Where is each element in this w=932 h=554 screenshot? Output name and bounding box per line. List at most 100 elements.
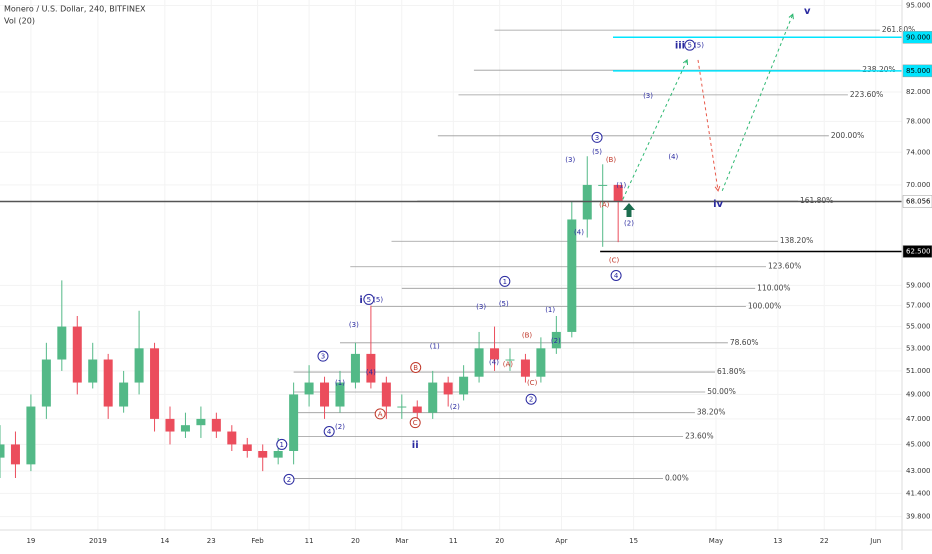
wave-label: (3) (476, 303, 486, 311)
price-box (902, 245, 932, 258)
wave-label: v (804, 6, 811, 17)
wave-label: 4 (614, 272, 619, 280)
x-tick-label: Apr (555, 537, 567, 545)
wave-label: 3 (321, 353, 325, 361)
candle-body (443, 382, 453, 395)
y-tick-label: 59.000 (906, 281, 931, 289)
fib-label: 200.00% (831, 131, 864, 140)
wave-label: i (359, 295, 362, 306)
price-label: 68.056 (906, 197, 931, 205)
candle-body (459, 376, 469, 395)
price-box (902, 31, 932, 44)
candle-body (134, 348, 144, 383)
wave-circle (363, 293, 375, 305)
candle-body (536, 348, 546, 377)
fib-label: 261.80% (882, 25, 915, 34)
wave-circle (610, 269, 622, 281)
x-tick-label: Jun (869, 537, 881, 545)
candle-body (211, 418, 221, 432)
candle-body (41, 359, 51, 407)
fib-label: 238.20% (862, 65, 895, 74)
candle-body (242, 444, 252, 452)
wave-label: 2 (529, 396, 533, 404)
candle-body (490, 348, 500, 360)
y-tick-label: 55.000 (906, 323, 931, 331)
y-tick-label: 47.000 (906, 415, 931, 423)
candle-body (57, 326, 67, 360)
wave-label: (B) (606, 156, 617, 164)
candle-body (0, 444, 5, 458)
wave-label: (5) (499, 300, 509, 308)
x-tick-label: 13 (773, 537, 782, 545)
wave-circle (499, 275, 511, 287)
fib-label: 38.20% (697, 408, 726, 417)
x-tick-label: May (709, 537, 723, 545)
price-box (902, 195, 932, 208)
y-tick-label: 53.000 (906, 344, 931, 352)
candle-body (72, 326, 82, 383)
candle-body (381, 382, 391, 407)
candle-body (520, 359, 530, 377)
y-tick-label: 41.400 (906, 489, 931, 497)
wave-circle (374, 408, 386, 420)
x-tick-label: Mar (395, 537, 408, 545)
candle-body (88, 359, 98, 383)
fib-label: 50.00% (707, 387, 736, 396)
candle-body (505, 359, 515, 361)
candle-body (289, 394, 299, 452)
y-tick-label: 82.000 (906, 88, 931, 96)
x-tick-label: 20 (495, 537, 504, 545)
candle-body (350, 353, 360, 383)
fib-label: 23.60% (685, 432, 714, 441)
wave-label: (C) (609, 257, 620, 265)
fib-label: 100.00% (748, 302, 781, 311)
wave-circle (283, 473, 295, 485)
wave-label: (1) (335, 379, 345, 387)
fib-label: 161.80% (800, 196, 833, 205)
x-tick-label: 23 (207, 537, 216, 545)
y-tick-label: 78.000 (906, 117, 931, 125)
wave-label: (A) (503, 361, 514, 369)
candle-body (397, 406, 407, 408)
y-tick-label: 43.000 (906, 467, 931, 475)
wave-label: 5 (367, 296, 371, 304)
candle-body (474, 348, 484, 377)
wave-circle (323, 426, 335, 438)
y-tick-label: 95.000 (906, 2, 931, 10)
wave-label: 2 (287, 476, 291, 484)
wave-label: (5) (373, 296, 383, 304)
candle-body (150, 348, 160, 419)
wave-label: (A) (599, 201, 610, 209)
candle-body (119, 382, 129, 407)
candle-body (412, 406, 422, 413)
projection-line (622, 59, 688, 200)
y-tick-label: 74.000 (906, 148, 931, 156)
candle-body (598, 184, 608, 186)
x-tick-label: 11 (305, 537, 314, 545)
projection-line (721, 14, 794, 192)
wave-label: (3) (565, 156, 575, 164)
arrow-icon (623, 203, 635, 217)
candle-body (335, 382, 345, 407)
candle-body (180, 425, 190, 432)
fib-label: 138.20% (780, 236, 813, 245)
wave-label: (2) (551, 337, 561, 345)
candle-body (551, 331, 561, 349)
wave-circle (317, 350, 329, 362)
wave-label: 4 (327, 428, 332, 436)
projection-line (697, 59, 719, 191)
candle-body (258, 451, 268, 458)
wave-label: 1 (503, 278, 507, 286)
wave-circle (409, 417, 421, 429)
x-tick-label: 20 (351, 537, 360, 545)
wave-label: (5) (592, 148, 602, 156)
price-label: 62.500 (906, 247, 931, 255)
wave-label: (2) (450, 403, 460, 411)
price-label: 90.000 (906, 33, 931, 41)
arrow-head (788, 13, 794, 20)
candle-body (26, 406, 36, 465)
wave-label: (2) (335, 423, 345, 431)
candle-body (10, 444, 20, 465)
wave-label: (4) (489, 358, 499, 366)
